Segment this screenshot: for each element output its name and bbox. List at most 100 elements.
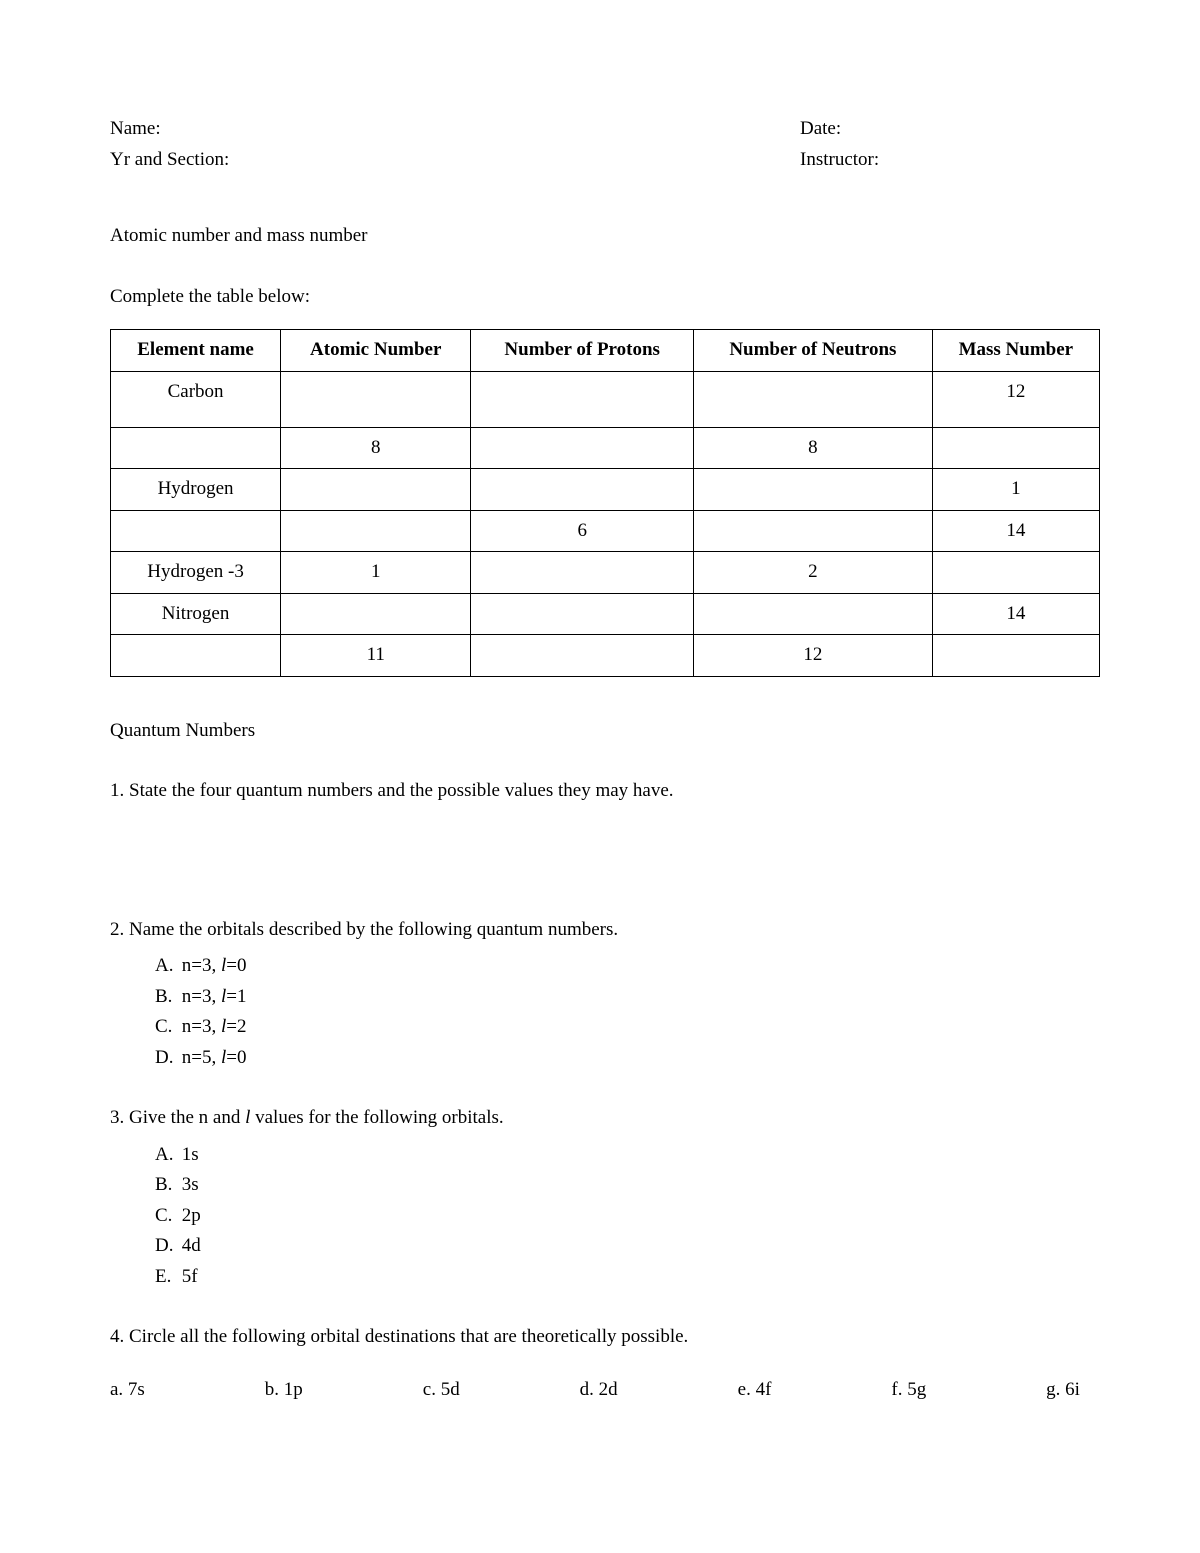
item-letter: A. [155, 952, 177, 981]
q4-option: a. 7s [110, 1376, 145, 1405]
table-cell: 12 [694, 635, 933, 677]
item-letter: D. [155, 1232, 177, 1261]
col-neutrons: Number of Neutrons [694, 330, 933, 372]
date-label: Date: [800, 115, 1100, 144]
question-3: 3. Give the n and l values for the follo… [110, 1104, 1100, 1133]
name-label: Name: [110, 115, 800, 144]
q4-option: f. 5g [891, 1376, 926, 1405]
table-row: Hydrogen -31 2 [111, 552, 1100, 594]
q4-options: a. 7s b. 1p c. 5d d. 2d e. 4f f. 5g g. 6i [110, 1376, 1100, 1405]
item-letter: E. [155, 1263, 177, 1292]
instructor-label: Instructor: [800, 146, 1100, 175]
item-post: =0 [226, 1047, 246, 1068]
q3-list: A. 1sB. 3sC. 2pD. 4dE. 5f [110, 1141, 1100, 1292]
table-cell [694, 593, 933, 635]
table-cell [694, 510, 933, 552]
q4-option: e. 4f [738, 1376, 772, 1405]
table-cell [471, 469, 694, 511]
list-item: E. 5f [155, 1263, 1100, 1292]
list-item: B. 3s [155, 1171, 1100, 1200]
table-cell: Carbon [111, 371, 281, 427]
table-cell [471, 371, 694, 427]
table-cell [694, 371, 933, 427]
item-letter: C. [155, 1013, 177, 1042]
item-pre: n=3, [177, 955, 221, 976]
table-cell: Hydrogen -3 [111, 552, 281, 594]
table-header-row: Element name Atomic Number Number of Pro… [111, 330, 1100, 372]
table-cell [471, 593, 694, 635]
element-table: Element name Atomic Number Number of Pro… [110, 329, 1100, 677]
item-letter: D. [155, 1044, 177, 1073]
table-cell: 14 [932, 510, 1099, 552]
list-item: C. n=3, l=2 [155, 1013, 1100, 1042]
header-row-2: Yr and Section: Instructor: [110, 146, 1100, 175]
list-item: A. 1s [155, 1141, 1100, 1170]
item-text: 5f [177, 1266, 198, 1287]
table-cell [932, 552, 1099, 594]
q3-pre: 3. Give the n and [110, 1107, 245, 1128]
item-letter: B. [155, 983, 177, 1012]
list-item: A. n=3, l=0 [155, 952, 1100, 981]
col-mass-number: Mass Number [932, 330, 1099, 372]
table-cell: 1 [932, 469, 1099, 511]
list-item: C. 2p [155, 1202, 1100, 1231]
list-item: D. n=5, l=0 [155, 1044, 1100, 1073]
table-cell: Hydrogen [111, 469, 281, 511]
table-cell [471, 635, 694, 677]
col-element-name: Element name [111, 330, 281, 372]
question-2: 2. Name the orbitals described by the fo… [110, 916, 1100, 945]
table-cell: 2 [694, 552, 933, 594]
table-row: 88 [111, 427, 1100, 469]
q2-list: A. n=3, l=0B. n=3, l=1C. n=3, l=2D. n=5,… [110, 952, 1100, 1072]
table-cell [932, 635, 1099, 677]
list-item: D. 4d [155, 1232, 1100, 1261]
item-pre: n=3, [177, 1016, 221, 1037]
section1-title: Atomic number and mass number [110, 222, 1100, 251]
item-post: =1 [226, 986, 246, 1007]
item-text: 2p [177, 1205, 201, 1226]
table-cell: 1 [281, 552, 471, 594]
table-row: Nitrogen14 [111, 593, 1100, 635]
table-cell: 8 [694, 427, 933, 469]
table-cell [111, 510, 281, 552]
section1-instruction: Complete the table below: [110, 283, 1100, 312]
q3-post: values for the following orbitals. [250, 1107, 503, 1128]
question-1: 1. State the four quantum numbers and th… [110, 777, 1100, 806]
q4-option: d. 2d [580, 1376, 618, 1405]
q4-option: g. 6i [1046, 1376, 1080, 1405]
item-post: =2 [226, 1016, 246, 1037]
table-cell [694, 469, 933, 511]
table-cell [281, 510, 471, 552]
item-text: 3s [177, 1174, 199, 1195]
table-cell: 11 [281, 635, 471, 677]
table-row: Hydrogen 1 [111, 469, 1100, 511]
header-row-1: Name: Date: [110, 115, 1100, 144]
table-cell [281, 469, 471, 511]
item-text: 1s [177, 1144, 199, 1165]
table-cell: 8 [281, 427, 471, 469]
table-row: 11 12 [111, 635, 1100, 677]
table-cell [471, 552, 694, 594]
q4-option: c. 5d [423, 1376, 460, 1405]
table-cell: 12 [932, 371, 1099, 427]
col-atomic-number: Atomic Number [281, 330, 471, 372]
question-4: 4. Circle all the following orbital dest… [110, 1323, 1100, 1352]
table-cell [111, 427, 281, 469]
item-pre: n=3, [177, 986, 221, 1007]
table-cell [471, 427, 694, 469]
table-cell [281, 593, 471, 635]
table-cell [932, 427, 1099, 469]
item-pre: n=5, [177, 1047, 221, 1068]
table-row: Carbon 12 [111, 371, 1100, 427]
q4-option: b. 1p [265, 1376, 303, 1405]
table-cell [281, 371, 471, 427]
table-cell [111, 635, 281, 677]
item-text: 4d [177, 1235, 201, 1256]
section2-title: Quantum Numbers [110, 717, 1100, 746]
table-row: 614 [111, 510, 1100, 552]
item-letter: C. [155, 1202, 177, 1231]
item-post: =0 [226, 955, 246, 976]
table-cell: Nitrogen [111, 593, 281, 635]
col-protons: Number of Protons [471, 330, 694, 372]
item-letter: B. [155, 1171, 177, 1200]
